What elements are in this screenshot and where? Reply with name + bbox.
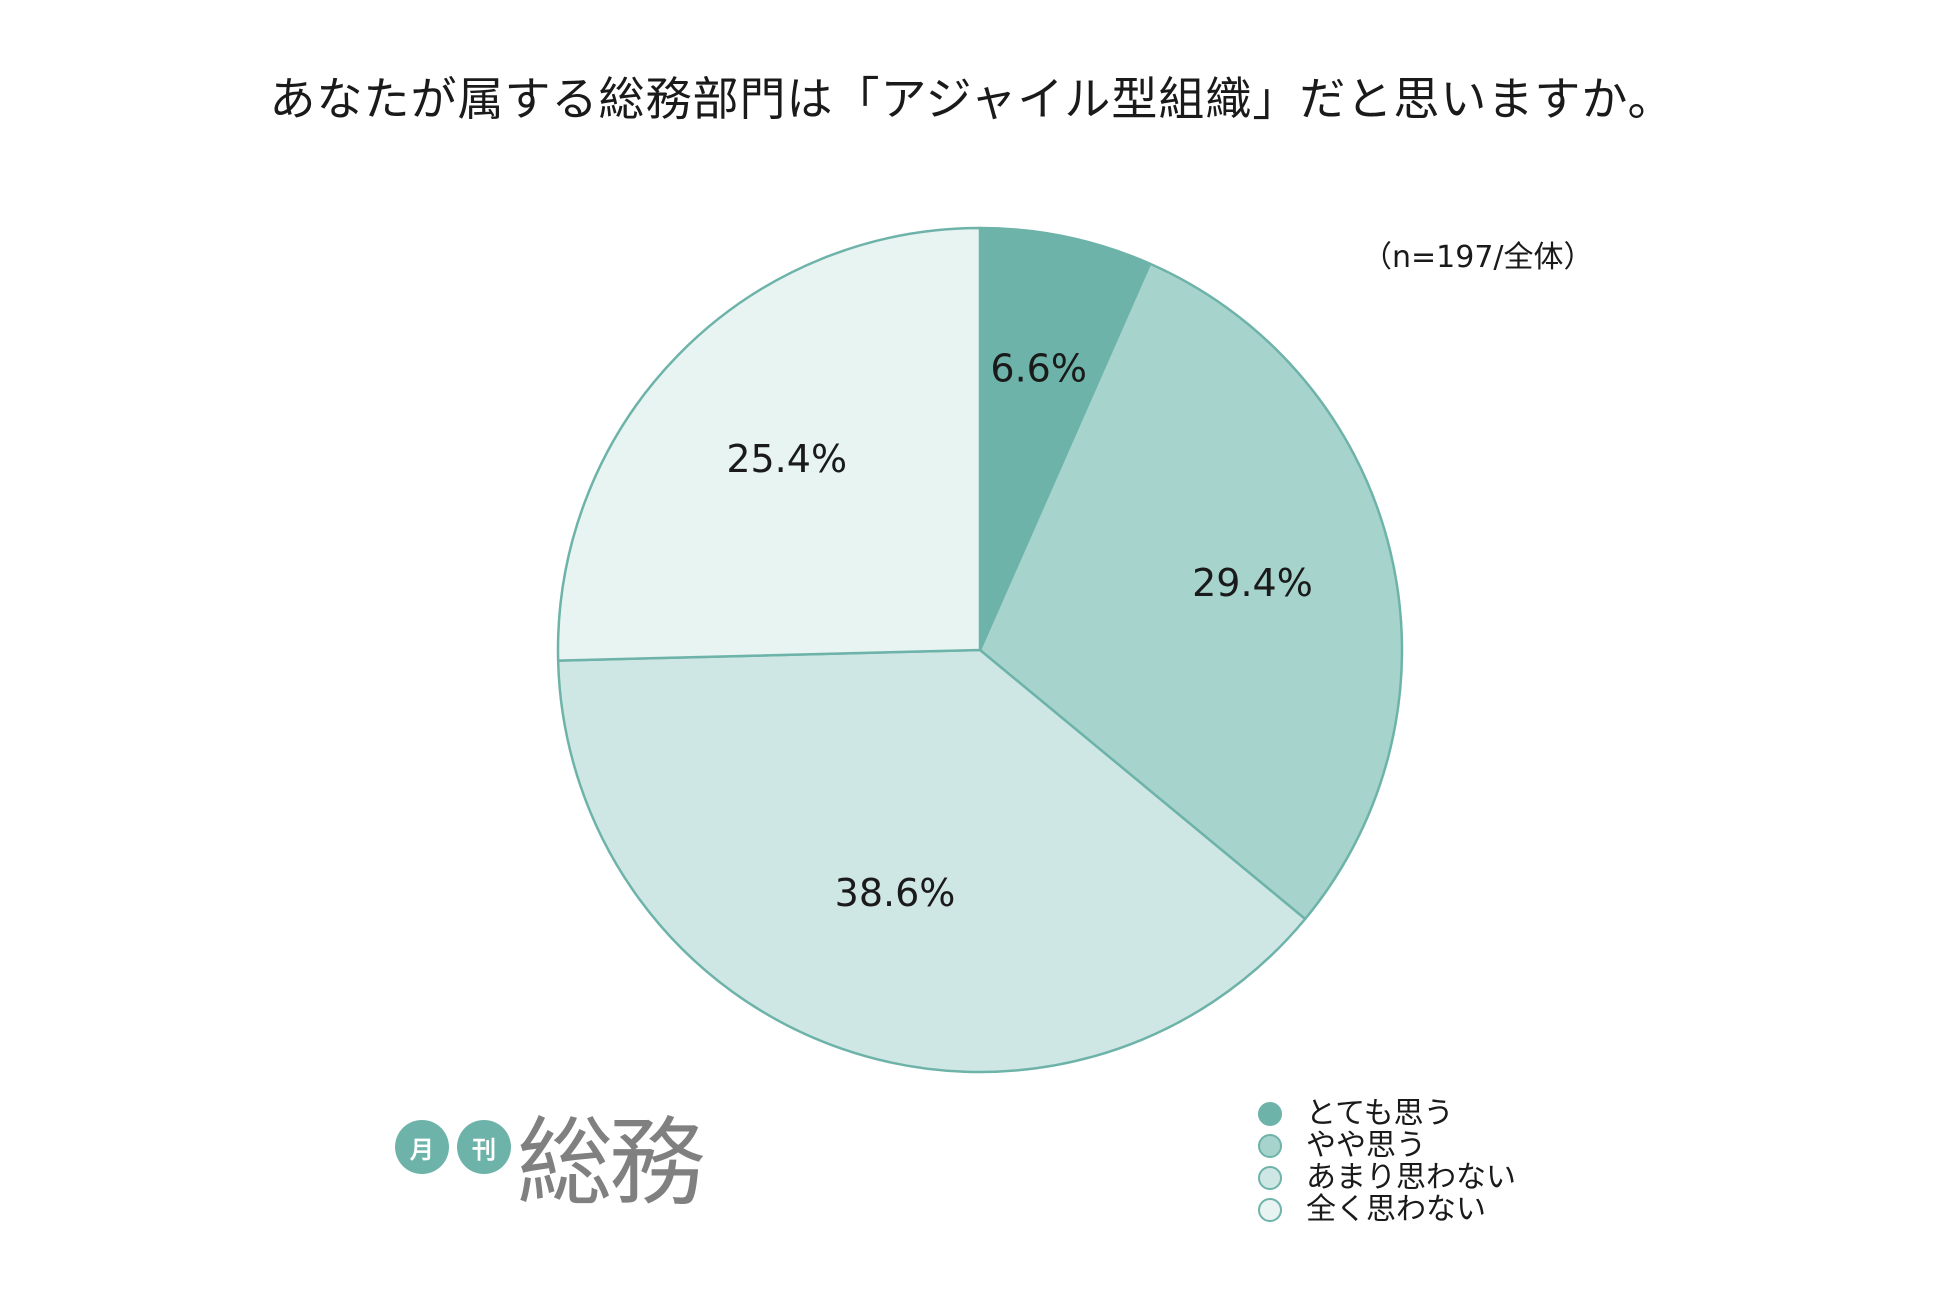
pie-slice-strongly-disagree (556, 226, 982, 662)
legend-item-strongly-agree: とても思う (1258, 1098, 1516, 1130)
legend-label: 全く思わない (1306, 1192, 1486, 1227)
legend-label: とても思う (1306, 1096, 1454, 1131)
legend: とても思う やや思う あまり思わない 全く思わない (1258, 1098, 1516, 1226)
pie-slice-label-strongly-disagree: 25.4% (726, 437, 847, 481)
pie-slice-label-somewhat-disagree: 38.6% (835, 871, 956, 915)
legend-swatch (1258, 1198, 1282, 1222)
legend-label: やや思う (1306, 1128, 1426, 1163)
legend-item-strongly-disagree: 全く思わない (1258, 1194, 1516, 1226)
logo-wordmark: 総務 (517, 1107, 705, 1219)
legend-item-somewhat-disagree: あまり思わない (1258, 1162, 1516, 1194)
pie-slice-strongly-agree (978, 226, 1152, 652)
pie-labels: 6.6% 29.4% 38.6% 25.4% (726, 347, 1312, 916)
chart-title: あなたが属する総務部門は「アジャイル型組織」だと思いますか。 (269, 72, 1675, 126)
sample-size-note: （n=197/全体） (1362, 240, 1594, 275)
legend-swatch (1258, 1166, 1282, 1190)
legend-swatch (1258, 1134, 1282, 1158)
legend-item-somewhat-agree: やや思う (1258, 1130, 1516, 1162)
logo-circle-kan: 刊 (457, 1120, 511, 1174)
pie-slice-label-somewhat-agree: 29.4% (1192, 561, 1313, 605)
pie-slice-somewhat-agree (978, 262, 1404, 921)
pie-slice-label-strongly-agree: 6.6% (990, 347, 1087, 391)
logo-circle-tsuki: 月 (395, 1120, 449, 1174)
legend-label: あまり思わない (1306, 1160, 1516, 1195)
pie-slices (556, 226, 1404, 1074)
pie-slice-somewhat-disagree (556, 648, 1307, 1074)
legend-swatch (1258, 1102, 1282, 1126)
